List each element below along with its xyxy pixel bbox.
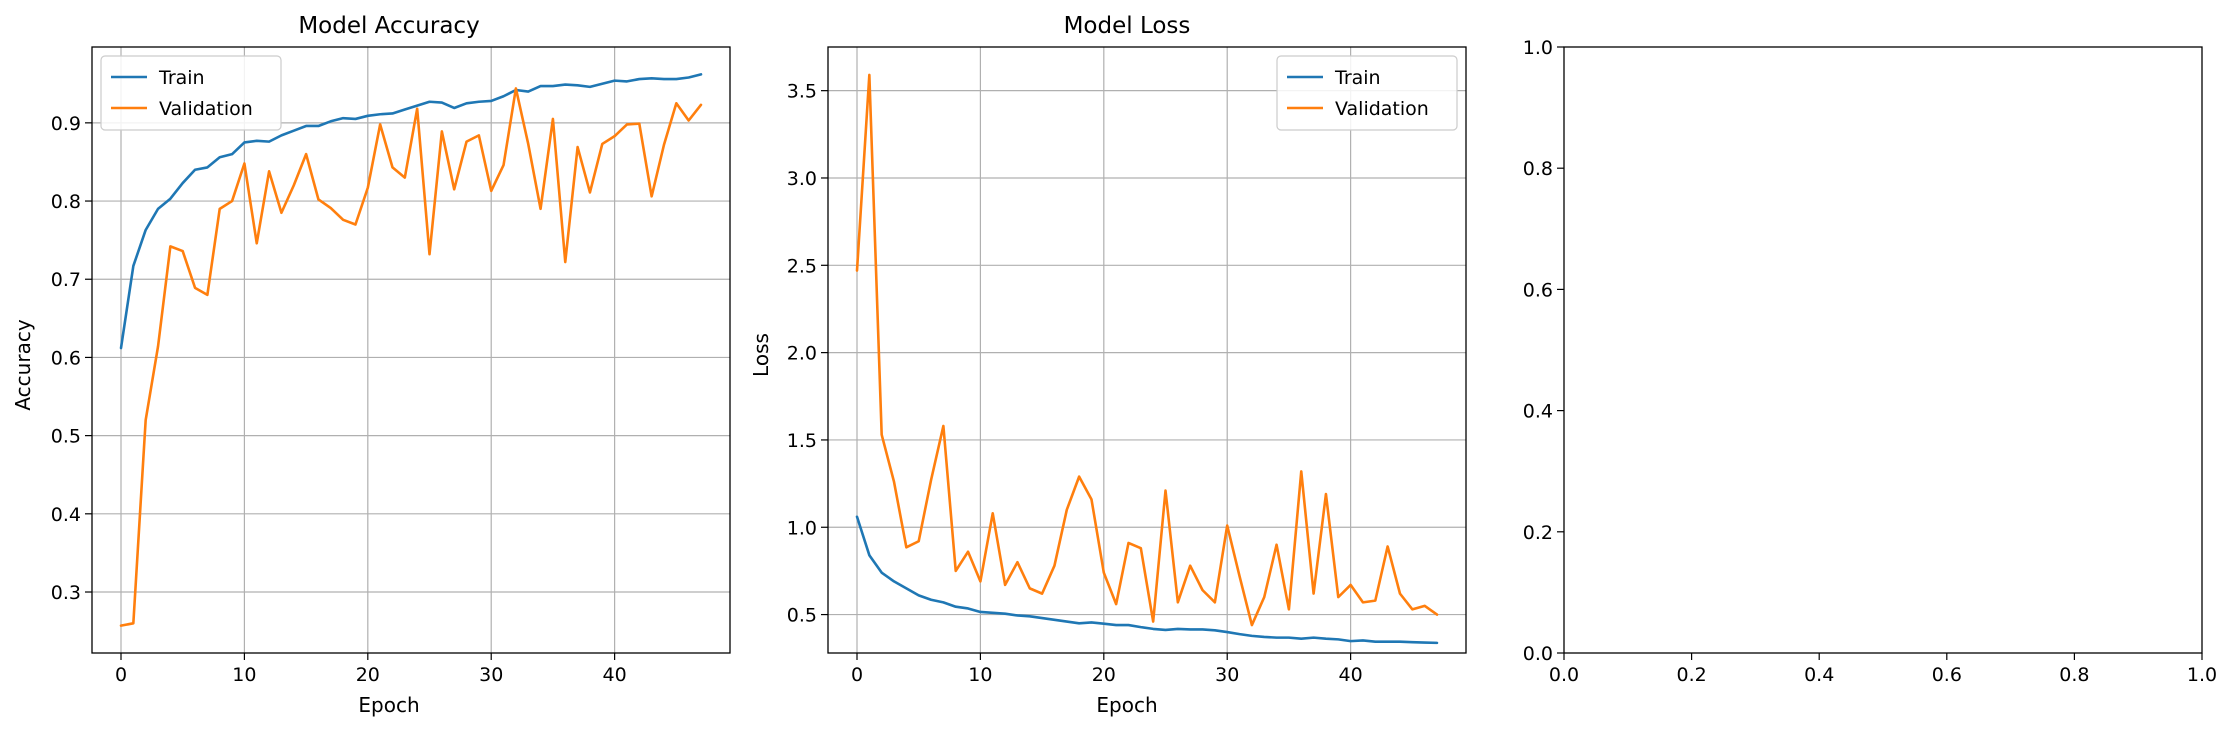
loss-ticks: 0 10 20 30 40 0.5 1.0 1.5 2.0 2.5 3.0 3.5 (787, 81, 1363, 686)
accuracy-x-tick-label: 0 (115, 664, 127, 686)
loss-train-line (855, 515, 1439, 645)
empty-x-tick-label: 0.2 (1676, 664, 1706, 686)
loss-x-tick-label: 20 (1092, 664, 1116, 686)
accuracy-axes-frame (91, 46, 731, 654)
empty-y-tick-label: 0.0 (1523, 643, 1553, 665)
loss-x-tick-label: 10 (968, 664, 992, 686)
empty-y-tick-label: 0.4 (1523, 401, 1553, 423)
loss-y-tick-label: 1.0 (787, 517, 817, 539)
accuracy-x-tick-label: 30 (479, 664, 503, 686)
accuracy-x-tick-label: 20 (356, 664, 380, 686)
loss-y-tick-label: 3.0 (787, 168, 817, 190)
empty-panel: 0.0 0.2 0.4 0.6 0.8 1.0 0.0 0.2 0.4 0.6 0.8 1.0 (1523, 37, 2217, 686)
accuracy-legend: Train Validation (100, 55, 282, 131)
empty-x-tick-label: 1.0 (2187, 664, 2217, 686)
loss-y-axis-label: Loss (749, 333, 773, 377)
empty-y-tick-label: 0.6 (1523, 279, 1553, 301)
loss-legend-label-validation: Validation (1335, 98, 1429, 120)
accuracy-train-line (119, 73, 703, 350)
empty-x-tick-label: 0.4 (1804, 664, 1834, 686)
accuracy-x-tick-label: 40 (603, 664, 627, 686)
accuracy-frame (91, 46, 731, 654)
loss-grid (828, 47, 1466, 653)
loss-legend-label-train: Train (1334, 67, 1381, 89)
accuracy-grid (92, 47, 730, 653)
empty-ticks: 0.0 0.2 0.4 0.6 0.8 1.0 0.0 0.2 0.4 0.6 0.8 1.0 (1523, 37, 2217, 686)
empty-axes-frame (1563, 46, 2203, 654)
loss-legend: Train Validation (1276, 55, 1458, 131)
loss-y-tick-label: 1.5 (787, 430, 817, 452)
loss-y-tick-label: 0.5 (787, 605, 817, 627)
accuracy-legend-label-train: Train (158, 67, 205, 89)
accuracy-x-tick-label: 10 (232, 664, 256, 686)
loss-y-tick-label: 2.0 (787, 343, 817, 365)
empty-y-tick-label: 0.8 (1523, 158, 1553, 180)
accuracy-title: Model Accuracy (298, 13, 479, 39)
accuracy-validation-line (119, 87, 703, 627)
loss-frame (827, 46, 1467, 654)
loss-series (855, 73, 1439, 645)
loss-panel: Model Loss Epoch Loss 0 10 20 30 40 0.5 1.0 1.5… (749, 13, 1467, 717)
accuracy-panel: Model Accuracy Epoch Accuracy 0 10 20 30 400… (11, 13, 731, 717)
accuracy-x-axis-label: Epoch (358, 693, 419, 717)
empty-y-tick-label: 0.2 (1523, 522, 1553, 544)
loss-axes-frame (827, 46, 1467, 654)
accuracy-y-tick-label: 0.7 (51, 269, 81, 291)
loss-validation-line (855, 73, 1439, 627)
accuracy-series (119, 73, 703, 627)
accuracy-ticks: 0 10 20 30 40 0.3 0.4 0.5 0.6 0.7 0.8 0.9 (51, 113, 627, 686)
loss-legend-box (1276, 55, 1458, 131)
loss-title: Model Loss (1064, 13, 1191, 39)
accuracy-y-tick-label: 0.3 (51, 582, 81, 604)
accuracy-y-tick-label: 0.6 (51, 347, 81, 369)
empty-x-tick-label: 0.6 (1932, 664, 1962, 686)
empty-frame (1563, 46, 2203, 654)
empty-y-tick-label: 1.0 (1523, 37, 1553, 59)
accuracy-y-tick-label: 0.5 (51, 426, 81, 448)
loss-x-tick-label: 0 (851, 664, 863, 686)
loss-x-axis-label: Epoch (1096, 693, 1157, 717)
loss-y-tick-label: 2.5 (787, 255, 817, 277)
accuracy-legend-box (100, 55, 282, 131)
accuracy-y-tick-label: 0.8 (51, 191, 81, 213)
accuracy-y-tick-label: 0.4 (51, 504, 81, 526)
loss-x-tick-label: 30 (1215, 664, 1239, 686)
accuracy-y-axis-label: Accuracy (11, 319, 35, 410)
loss-x-tick-label: 40 (1339, 664, 1363, 686)
empty-x-tick-label: 0.0 (1549, 664, 1579, 686)
empty-x-tick-label: 0.8 (2059, 664, 2089, 686)
accuracy-y-tick-label: 0.9 (51, 113, 81, 135)
loss-y-tick-label: 3.5 (787, 81, 817, 103)
accuracy-legend-label-validation: Validation (159, 98, 253, 120)
